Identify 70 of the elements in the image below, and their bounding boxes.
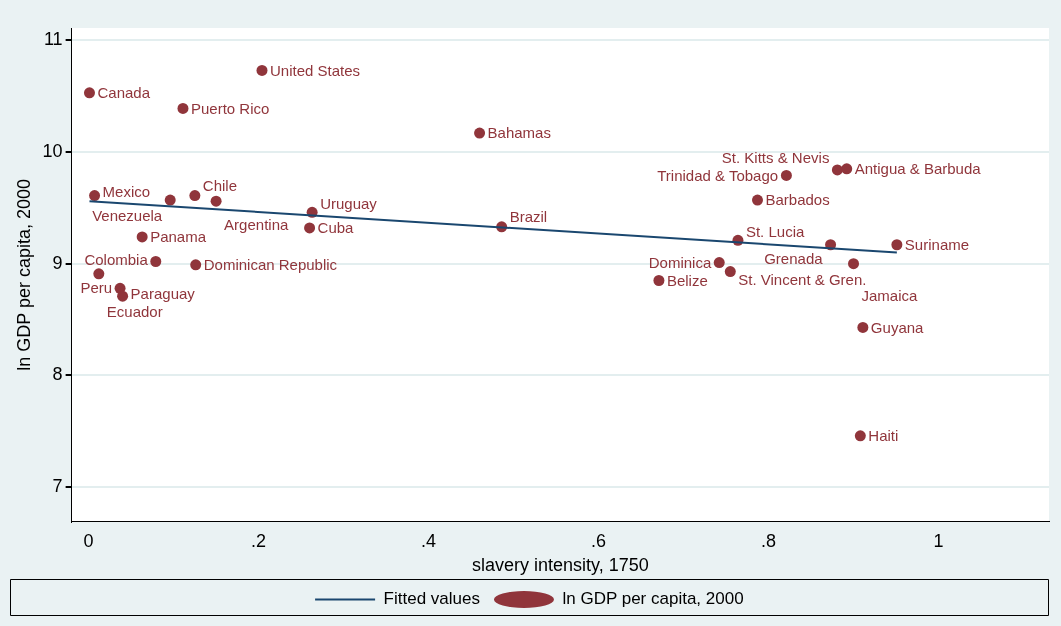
- annotation: Grenada: [764, 249, 824, 267]
- point: [256, 64, 268, 76]
- annotation: Dominican Republic: [203, 255, 338, 273]
- x-tick-label: .6: [591, 530, 607, 551]
- x-tick-label: 1: [933, 530, 944, 551]
- point: [89, 190, 101, 202]
- x-tick-label: .4: [421, 530, 437, 551]
- annotation: Haiti: [868, 426, 899, 444]
- y-tick-label: 9: [52, 252, 63, 273]
- point: [848, 258, 860, 270]
- annotation: St. Vincent & Gren.: [738, 270, 867, 288]
- point: [150, 255, 162, 267]
- annotation: St. Lucia: [745, 223, 805, 241]
- annotation: Belize: [666, 271, 708, 289]
- legend-label: Fitted values: [383, 589, 480, 609]
- annotation: Guyana: [870, 318, 925, 336]
- x-axis-title: slavery intensity, 1750: [471, 555, 649, 576]
- point: [653, 274, 665, 286]
- annotation: Trinidad & Tobago: [657, 166, 779, 184]
- annotation: Colombia: [84, 250, 149, 268]
- y-axis-title: ln GDP per capita, 2000: [13, 179, 34, 371]
- annotation: Canada: [97, 83, 151, 101]
- point: [210, 195, 222, 207]
- annotation: Brazil: [509, 208, 548, 225]
- y-tick-label: 8: [52, 364, 63, 385]
- annotation: Paraguay: [130, 285, 196, 303]
- annotation: Venezuela: [92, 207, 163, 225]
- point: [474, 127, 486, 139]
- point: [117, 290, 129, 302]
- x-tick-label: .2: [251, 530, 267, 551]
- point: [190, 259, 202, 271]
- y-tick-label: 11: [43, 29, 63, 50]
- annotation: St. Kitts & Nevis: [721, 149, 830, 167]
- point: [780, 169, 792, 181]
- annotation: Chile: [202, 176, 238, 194]
- annotation: Dominica: [648, 253, 712, 271]
- annotation: Antigua & Barbuda: [854, 159, 982, 177]
- annotation: Panama: [150, 228, 207, 246]
- legend-label: ln GDP per capita, 2000: [562, 589, 744, 609]
- point: [93, 268, 105, 280]
- annotation: Argentina: [224, 216, 289, 234]
- annotation: Peru: [80, 279, 113, 297]
- y-tick-label: 10: [42, 140, 63, 161]
- point: [831, 164, 843, 176]
- point: [854, 430, 866, 442]
- annotation: Jamaica: [861, 286, 919, 304]
- point: [891, 239, 903, 251]
- annotation: Bahamas: [487, 124, 551, 142]
- point: [136, 231, 148, 243]
- point: [857, 321, 869, 333]
- point: [841, 163, 853, 175]
- annotation: Suriname: [904, 235, 970, 253]
- point: [164, 194, 176, 206]
- annotation: Puerto Rico: [190, 99, 270, 117]
- annotation: United States: [270, 61, 361, 79]
- point: [304, 222, 316, 234]
- x-tick-label: .8: [761, 530, 777, 551]
- point: [724, 266, 736, 278]
- y-tick-label: 7: [52, 476, 63, 497]
- x-tick-label: 0: [83, 530, 94, 551]
- point: [189, 190, 201, 202]
- point: [713, 257, 725, 269]
- annotation: Ecuador: [106, 302, 163, 320]
- point: [177, 102, 189, 114]
- annotation: Cuba: [317, 219, 355, 237]
- point: [751, 194, 763, 206]
- annotation: Mexico: [102, 182, 151, 200]
- annotation: Barbados: [765, 191, 830, 209]
- annotation: Uruguay: [320, 195, 378, 213]
- point: [83, 87, 95, 99]
